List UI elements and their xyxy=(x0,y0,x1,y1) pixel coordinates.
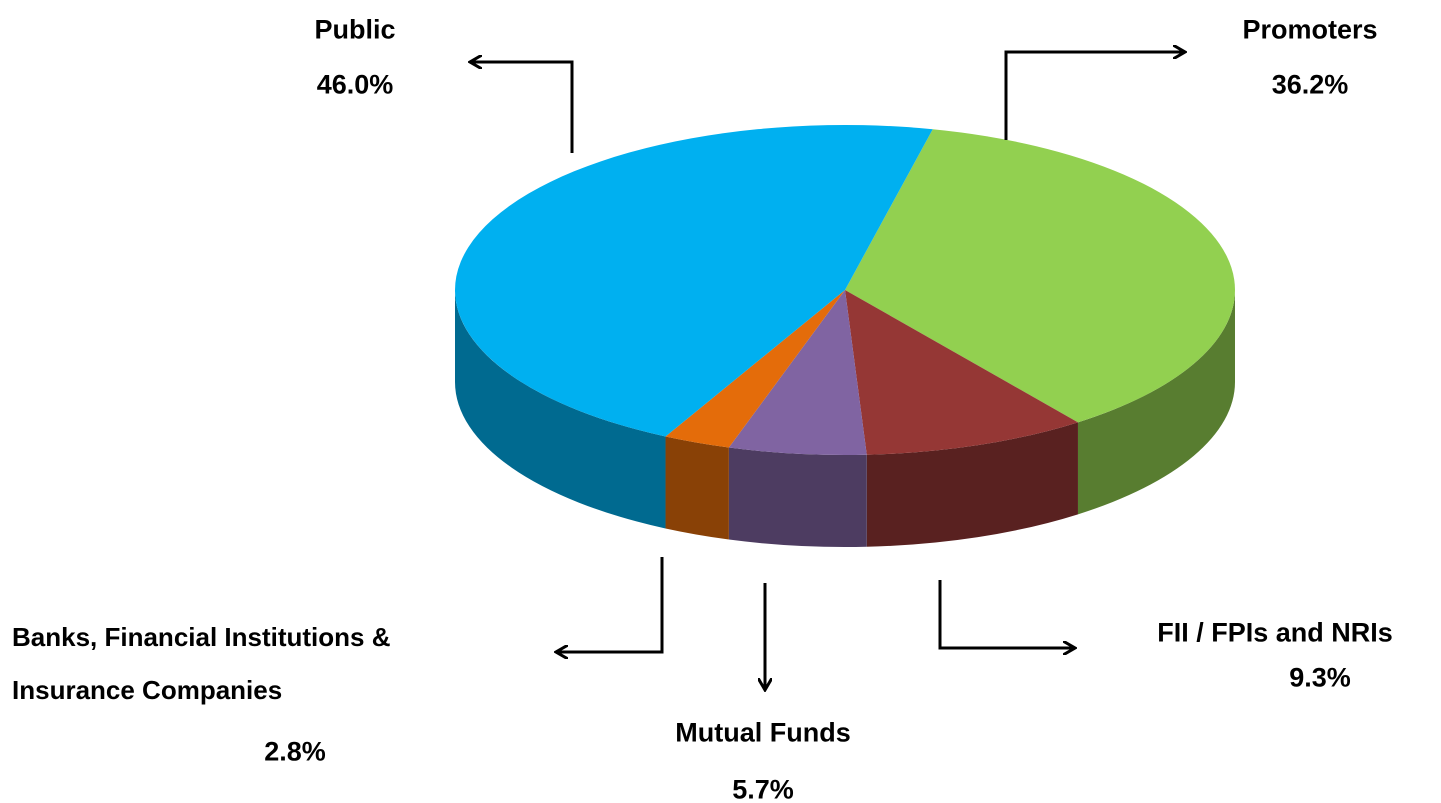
category-label: Public xyxy=(314,14,396,45)
slice-side xyxy=(665,436,729,540)
slice xyxy=(845,129,1235,423)
value-label: 36.2% xyxy=(1271,69,1349,100)
category-label: Promoters xyxy=(1242,14,1378,45)
slice xyxy=(665,290,845,448)
pie-sides xyxy=(455,290,1235,547)
value-label: 2.8% xyxy=(264,736,326,767)
leader-arrow xyxy=(938,580,1075,648)
slice xyxy=(845,290,1078,455)
leader-arrow xyxy=(1004,52,1185,140)
value-label: 46.0% xyxy=(316,69,394,100)
slice-side xyxy=(455,290,666,529)
slice xyxy=(728,290,867,455)
pie-tops xyxy=(455,125,1235,455)
slice-side xyxy=(866,422,1078,547)
leader-arrow xyxy=(470,62,574,153)
value-label: 9.3% xyxy=(1289,662,1351,693)
slice-side xyxy=(1077,290,1235,515)
value-label: 5.7% xyxy=(732,774,794,803)
category-label: Mutual Funds xyxy=(675,717,851,748)
category-label: FII / FPIs and NRIs xyxy=(1157,617,1393,648)
slice xyxy=(455,125,933,437)
leader-arrow xyxy=(556,557,664,652)
slice-side xyxy=(728,447,867,547)
category-label: Banks, Financial Institutions & Insuranc… xyxy=(12,622,391,705)
